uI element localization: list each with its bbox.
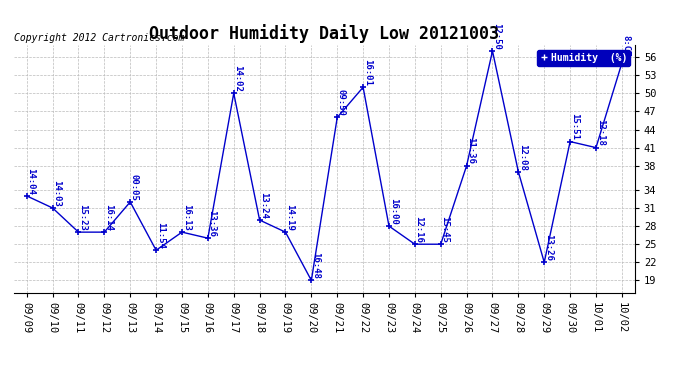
Text: 16:13: 16:13 bbox=[181, 204, 190, 231]
Text: 16:01: 16:01 bbox=[363, 59, 372, 86]
Text: 13:36: 13:36 bbox=[208, 210, 217, 237]
Text: 15:51: 15:51 bbox=[570, 113, 579, 140]
Title: Outdoor Humidity Daily Low 20121003: Outdoor Humidity Daily Low 20121003 bbox=[149, 24, 500, 44]
Text: 13:26: 13:26 bbox=[544, 234, 553, 261]
Text: 8:CT-: 8:CT- bbox=[622, 35, 631, 62]
Text: 09:50: 09:50 bbox=[337, 89, 346, 116]
Legend: Humidity  (%): Humidity (%) bbox=[537, 50, 630, 66]
Text: 14:02: 14:02 bbox=[233, 65, 242, 92]
Text: 14:04: 14:04 bbox=[26, 168, 35, 195]
Text: 12:18: 12:18 bbox=[595, 119, 604, 146]
Text: 00:05: 00:05 bbox=[130, 174, 139, 201]
Text: 15:23: 15:23 bbox=[78, 204, 87, 231]
Text: 11:54: 11:54 bbox=[156, 222, 165, 249]
Text: 12:16: 12:16 bbox=[415, 216, 424, 243]
Text: 12:50: 12:50 bbox=[492, 23, 501, 50]
Text: 14:19: 14:19 bbox=[285, 204, 294, 231]
Text: 14:03: 14:03 bbox=[52, 180, 61, 207]
Text: 16:00: 16:00 bbox=[388, 198, 397, 225]
Text: 12:08: 12:08 bbox=[518, 144, 527, 170]
Text: 13:24: 13:24 bbox=[259, 192, 268, 219]
Text: 16:48: 16:48 bbox=[311, 252, 320, 279]
Text: 15:45: 15:45 bbox=[440, 216, 449, 243]
Text: 16:14: 16:14 bbox=[104, 204, 113, 231]
Text: 11:36: 11:36 bbox=[466, 138, 475, 164]
Text: Copyright 2012 Cartronics.com: Copyright 2012 Cartronics.com bbox=[14, 33, 184, 42]
